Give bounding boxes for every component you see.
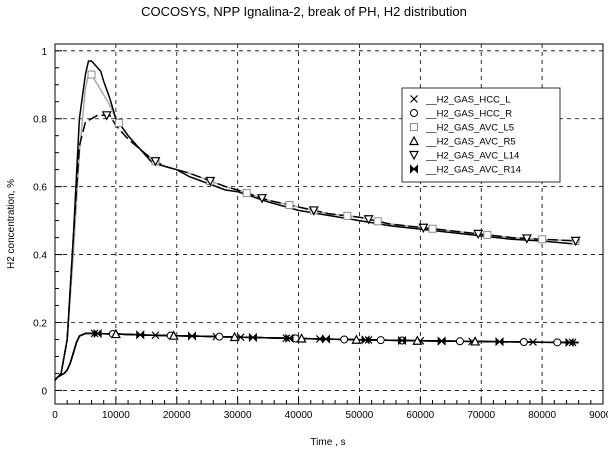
x-tick-label: 10000 [102,410,130,421]
series-marker [188,331,196,341]
series-marker [529,338,537,347]
x-tick-label: 50000 [346,410,374,421]
series-marker [363,215,374,225]
legend-label: __H2_GAS_HCC_R [425,109,512,120]
series-marker [87,70,96,79]
series-marker [418,223,429,234]
axes: 0 10000 20000 30000 40000 50000 60000 70000 8000… [33,47,608,421]
series-marker [151,331,160,340]
series-marker [110,328,121,339]
y-tick-label: 0.8 [33,115,47,126]
series-marker [409,135,419,146]
series-marker [257,194,268,204]
series-marker [308,206,319,216]
legend-label: __H2_GAS_AVC_R14 [425,165,521,176]
series-marker [215,332,224,341]
series-marker [483,230,492,239]
legend-label: __H2_GAS_AVC_L14 [425,151,519,162]
marker-layer [87,70,581,348]
series-marker [376,336,385,345]
series-marker [296,333,307,343]
series-marker [101,111,112,121]
series-marker [150,157,161,167]
y-tick-label: 0.4 [33,251,47,262]
series-marker [168,330,179,340]
x-axis-label: Time , s [310,437,345,448]
series-marker [398,335,407,346]
series-marker [114,118,123,127]
series-marker [351,334,362,344]
series-line [54,332,579,381]
series-marker [409,150,419,161]
x-tick-label: 80000 [528,410,556,421]
series-line [54,332,579,381]
y-tick-label: 0.6 [33,183,47,194]
legend: __H2_GAS_HCC_L __H2_GAS_HCC_R __H2_GAS_AVC… [401,87,561,183]
x-tick-label: 60000 [406,410,434,421]
x-tick-label: 0 [52,410,58,421]
series-marker [519,337,528,346]
y-tick-label: 1 [41,47,47,58]
series-marker [470,336,481,346]
legend-label: __H2_GAS_AVC_R5 [425,137,516,148]
chart-title: COCOSYS, NPP Ignalina-2, break of PH, H2… [141,4,467,19]
series-marker [242,189,251,198]
series-marker [285,333,294,343]
series-marker [565,337,574,348]
series-marker [410,109,418,117]
series-marker [340,335,349,344]
series-marker [538,235,547,244]
series-line [54,332,579,381]
y-tick-label: 0.2 [33,318,47,329]
legend-label: __H2_GAS_AVC_L5 [425,123,514,134]
series-marker [136,330,145,340]
series-marker [437,336,446,346]
series-marker [410,95,418,103]
series-marker [428,224,437,233]
series-marker [361,335,370,345]
series-marker [343,211,352,220]
series-marker [412,335,423,345]
series-marker [553,338,562,347]
series-marker [229,331,240,342]
series-marker [410,123,418,131]
series-marker [285,200,294,209]
legend-box [401,87,561,183]
x-tick-label: 40000 [285,410,313,421]
series-marker [321,334,330,344]
legend-label: __H2_GAS_HCC_L [425,95,511,106]
x-tick-label: 20000 [163,410,191,421]
series-marker [205,176,216,187]
series-line [54,332,579,381]
series-marker [495,337,504,347]
series-marker [410,164,418,174]
x-tick-label: 70000 [467,410,495,421]
series-marker [93,328,102,339]
x-tick-label: 30000 [224,410,252,421]
series-marker [248,332,257,343]
plot-frame [54,43,604,405]
series-marker [473,229,484,240]
series-marker [521,234,532,244]
series-marker [373,217,382,226]
series-marker [455,337,464,346]
y-axis-label: H2 concentration, % [6,179,17,269]
y-tick-label: 0 [41,386,47,397]
series-marker [570,236,581,247]
